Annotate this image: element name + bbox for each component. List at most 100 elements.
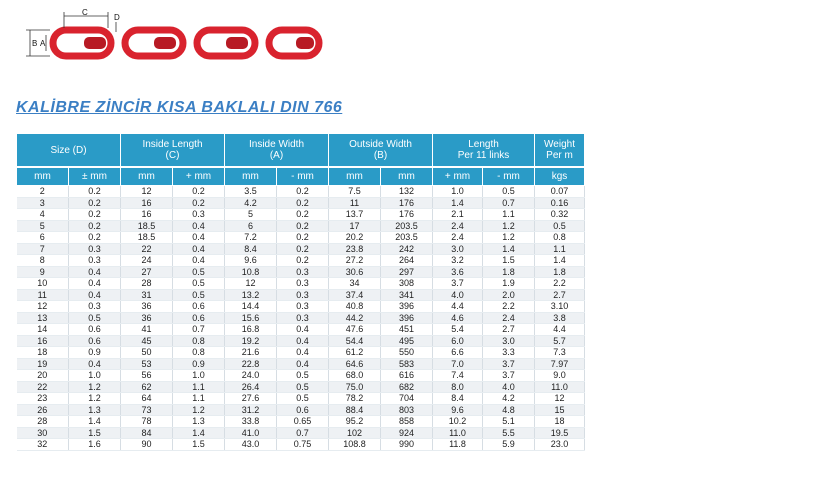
- table-cell: 0.3: [172, 208, 225, 221]
- table-cell: 7.3: [534, 346, 586, 359]
- table-row: 2 0.2 12 0.2 3.5 0.2 7.5 132 1.0 0.5 0.07: [16, 185, 586, 198]
- table-cell: 0.3: [276, 266, 329, 278]
- table-cell: 176: [380, 197, 433, 209]
- table-cell: 1.4: [68, 415, 121, 428]
- table-cell: 1.4: [482, 243, 536, 255]
- table-cell: 32: [16, 438, 69, 451]
- table-cell: 0.2: [172, 185, 225, 198]
- table-cell: 1.8: [534, 266, 586, 278]
- table-cell: 36: [120, 300, 173, 313]
- unit-header: - mm: [276, 166, 329, 186]
- table-cell: 0.3: [276, 300, 329, 313]
- table-cell: 28: [120, 277, 173, 290]
- table-cell: 1.1: [172, 392, 225, 405]
- table-cell: 12: [534, 392, 586, 405]
- table-row: 8 0.3 24 0.4 9.6 0.2 27.2 264 3.2 1.5 1.4: [16, 254, 586, 267]
- table-cell: 0.2: [68, 197, 121, 209]
- table-cell: 2.4: [432, 220, 483, 232]
- table-row: 20 1.0 56 1.0 24.0 0.5 68.0 616 7.4 3.7 9.0: [16, 369, 586, 382]
- table-cell: 1.4: [172, 427, 225, 439]
- table-cell: 3: [16, 197, 69, 209]
- table-cell: 54.4: [328, 335, 381, 347]
- table-cell: 0.3: [276, 277, 329, 290]
- table-cell: 3.2: [432, 254, 483, 267]
- table-cell: 5.5: [482, 427, 536, 439]
- table-cell: 1.6: [68, 438, 121, 451]
- chain-link-cross: [296, 37, 314, 49]
- table-cell: 0.16: [534, 197, 586, 209]
- table-row: 19 0.4 53 0.9 22.8 0.4 64.6 583 7.0 3.7 7.97: [16, 358, 586, 370]
- table-cell: 2.2: [482, 300, 536, 313]
- table-cell: 18.5: [120, 231, 173, 244]
- table-cell: 0.5: [276, 369, 329, 382]
- table-cell: 16.8: [224, 323, 277, 336]
- table-cell: 1.9: [482, 277, 536, 290]
- header-group: Weight Per m: [534, 133, 586, 168]
- table-cell: 88.4: [328, 404, 381, 416]
- table-cell: 2.4: [432, 231, 483, 244]
- chain-link-cross: [84, 37, 106, 49]
- table-cell: 0.2: [276, 231, 329, 244]
- table-cell: 8.4: [432, 392, 483, 405]
- table-cell: 64.6: [328, 358, 381, 370]
- table-cell: 990: [380, 438, 433, 451]
- table-cell: 704: [380, 392, 433, 405]
- dim-label-b: B: [32, 39, 37, 48]
- table-cell: 7.0: [432, 358, 483, 370]
- table-cell: 550: [380, 346, 433, 359]
- table-cell: 0.2: [68, 208, 121, 221]
- table-cell: 3.7: [432, 277, 483, 290]
- table-cell: 3.7: [482, 358, 536, 370]
- unit-header: mm: [120, 166, 173, 186]
- chain-spec-table: Size (D) Inside Length (C) Inside Width (A…: [16, 133, 586, 451]
- table-cell: 68.0: [328, 369, 381, 382]
- table-row: 28 1.4 78 1.3 33.8 0.65 95.2 858 10.2 5.1 18: [16, 415, 586, 428]
- table-cell: 0.4: [68, 289, 121, 301]
- table-cell: 20.2: [328, 231, 381, 244]
- table-cell: 1.3: [172, 415, 225, 428]
- table-cell: 13.7: [328, 208, 381, 221]
- table-cell: 0.4: [276, 346, 329, 359]
- table-cell: 1.5: [68, 427, 121, 439]
- table-cell: 2.7: [482, 323, 536, 336]
- table-cell: 7.4: [432, 369, 483, 382]
- chain-diagram: C D B A: [26, 8, 323, 60]
- unit-header: + mm: [432, 166, 483, 186]
- table-cell: 1.0: [68, 369, 121, 382]
- page-title: KALİBRE ZİNCİR KISA BAKLALI DIN 766: [16, 99, 343, 116]
- unit-header: + mm: [172, 166, 225, 186]
- table-cell: 0.2: [276, 254, 329, 267]
- table-cell: 3.3: [482, 346, 536, 359]
- table-cell: 451: [380, 323, 433, 336]
- header-group: Length Per 11 links: [431, 133, 536, 168]
- table-cell: 0.8: [172, 335, 225, 347]
- table-cell: 176: [380, 208, 433, 221]
- table-cell: 12: [16, 300, 69, 313]
- table-cell: 0.3: [68, 300, 121, 313]
- table-cell: 78: [120, 415, 173, 428]
- table-cell: 0.4: [172, 231, 225, 244]
- table-cell: 24.0: [224, 369, 277, 382]
- table-cell: 13: [16, 312, 69, 324]
- table-cell: 2.7: [534, 289, 586, 301]
- table-cell: 19.2: [224, 335, 277, 347]
- table-cell: 10: [16, 277, 69, 290]
- table-cell: 30: [16, 427, 69, 439]
- table-cell: 9.6: [432, 404, 483, 416]
- table-cell: 0.4: [68, 277, 121, 290]
- table-cell: 1.5: [172, 438, 225, 451]
- table-cell: 0.2: [68, 185, 121, 198]
- table-row: 23 1.2 64 1.1 27.6 0.5 78.2 704 8.4 4.2 12: [16, 392, 586, 405]
- table-cell: 28: [16, 415, 69, 428]
- table-row: 9 0.4 27 0.5 10.8 0.3 30.6 297 3.6 1.8 1.8: [16, 266, 586, 278]
- table-cell: 1.8: [482, 266, 536, 278]
- table-cell: 11: [16, 289, 69, 301]
- table-cell: 5.9: [482, 438, 536, 451]
- table-cell: 396: [380, 312, 433, 324]
- table-cell: 4.0: [432, 289, 483, 301]
- table-cell: 15: [534, 404, 586, 416]
- table-cell: 0.5: [172, 277, 225, 290]
- table-cell: 24: [120, 254, 173, 267]
- table-cell: 27: [120, 266, 173, 278]
- table-cell: 203.5: [380, 220, 433, 232]
